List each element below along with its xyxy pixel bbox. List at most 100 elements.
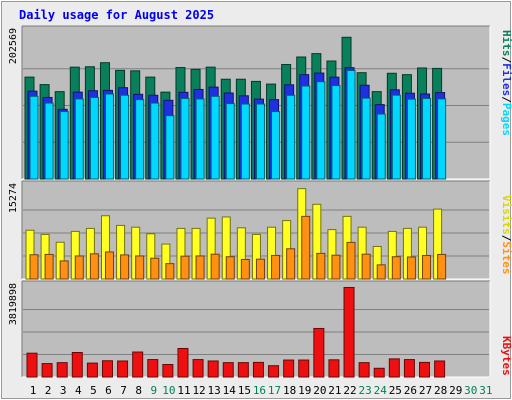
kbytes-bar-22 [343, 286, 355, 378]
sites-bar-2 [44, 253, 54, 280]
kbytes-bar-24 [373, 367, 385, 378]
pages-bar-24 [376, 113, 386, 180]
x-tick-label-11: 11 [177, 384, 190, 397]
legend-hits-files-pages-part-4: Pages [500, 103, 512, 136]
x-tick-label-26: 26 [404, 384, 417, 397]
kbytes-bar-20 [313, 327, 325, 378]
kbytes-bar-11 [177, 347, 189, 378]
x-tick-label-25: 25 [389, 384, 402, 397]
kbytes-bar-21 [328, 359, 340, 378]
kbytes-bar-3 [56, 362, 68, 378]
legend-hits-files-pages: Hits/Files/Pages [500, 30, 512, 136]
kbytes-bar-5 [86, 362, 98, 378]
pages-bar-27 [422, 97, 432, 180]
sites-bar-5 [89, 253, 99, 280]
pages-bar-9 [150, 102, 160, 180]
pages-bar-17 [271, 111, 281, 180]
sites-bar-8 [135, 255, 145, 280]
kbytes-bar-23 [358, 362, 370, 378]
pages-bar-3 [59, 111, 69, 180]
x-tick-label-29: 29 [449, 384, 462, 397]
sites-bar-6 [104, 251, 114, 280]
kbytes-bar-15 [237, 362, 249, 378]
sites-bar-1 [29, 254, 39, 280]
pages-bar-1 [29, 95, 39, 180]
legend-visits-sites-part-0: Visits [500, 195, 512, 235]
kbytes-bar-8 [132, 351, 144, 378]
x-tick-label-13: 13 [208, 384, 221, 397]
ymax-label-kbytes: 3819898 [8, 283, 19, 325]
x-tick-label-15: 15 [238, 384, 251, 397]
sites-bar-16 [255, 258, 265, 280]
x-tick-label-9: 9 [150, 384, 157, 397]
x-tick-label-27: 27 [419, 384, 432, 397]
x-tick-label-8: 8 [135, 384, 142, 397]
sites-bar-28 [437, 253, 447, 280]
pages-bar-4 [74, 98, 84, 180]
x-tick-label-22: 22 [343, 384, 356, 397]
pages-bar-8 [135, 99, 145, 180]
pages-bar-23 [361, 97, 371, 180]
kbytes-bar-1 [26, 352, 38, 378]
sites-bar-27 [422, 254, 432, 280]
x-tick-label-18: 18 [283, 384, 296, 397]
kbytes-bar-19 [298, 359, 310, 378]
x-tick-label-12: 12 [192, 384, 205, 397]
pages-bar-25 [391, 94, 401, 180]
kbytes-bar-27 [419, 361, 431, 378]
pages-bar-10 [165, 115, 175, 180]
x-tick-label-24: 24 [374, 384, 388, 397]
sites-bar-9 [150, 257, 160, 280]
kbytes-bar-14 [222, 362, 234, 378]
x-tick-label-23: 23 [359, 384, 372, 397]
sites-bar-25 [391, 256, 401, 280]
sites-bar-11 [180, 255, 190, 280]
pages-bar-28 [437, 98, 447, 180]
pages-bar-15 [240, 103, 250, 180]
x-tick-label-30: 30 [464, 384, 477, 397]
pages-bar-20 [316, 81, 326, 180]
sites-bar-10 [165, 263, 175, 280]
pages-bar-16 [255, 103, 265, 180]
legend-kbytes: KBytes [500, 336, 512, 376]
sites-bar-7 [120, 254, 130, 280]
kbytes-bar-2 [41, 363, 53, 378]
legend-hits-files-pages-part-1: / [500, 57, 512, 64]
x-tick-label-4: 4 [75, 384, 82, 397]
pages-bar-6 [104, 93, 114, 180]
legend-hits-files-pages-part-3: / [500, 96, 512, 103]
x-tick-label-2: 2 [45, 384, 52, 397]
kbytes-bar-9 [147, 359, 159, 378]
kbytes-bar-4 [71, 351, 83, 378]
x-tick-label-28: 28 [434, 384, 447, 397]
x-tick-label-21: 21 [328, 384, 341, 397]
x-tick-label-10: 10 [162, 384, 175, 397]
sites-bar-24 [376, 264, 386, 280]
x-tick-label-19: 19 [298, 384, 311, 397]
x-tick-label-7: 7 [120, 384, 127, 397]
x-tick-label-14: 14 [223, 384, 237, 397]
sites-bar-3 [59, 260, 69, 280]
x-tick-label-16: 16 [253, 384, 266, 397]
pages-bar-5 [89, 96, 99, 180]
sites-bar-17 [271, 254, 281, 280]
pages-bar-18 [286, 94, 296, 180]
sites-bar-4 [74, 255, 84, 280]
pages-bar-22 [346, 70, 356, 180]
kbytes-bar-13 [207, 360, 219, 378]
sites-bar-23 [361, 253, 371, 280]
kbytes-bar-18 [283, 359, 295, 378]
pages-bar-14 [225, 103, 235, 180]
pages-bar-13 [210, 95, 220, 180]
ymax-label-visits-sites: 15274 [8, 183, 19, 213]
kbytes-bar-16 [252, 361, 264, 378]
legend-visits-sites-part-2: Sites [500, 241, 512, 274]
pages-bar-7 [120, 94, 130, 180]
sites-bar-22 [346, 241, 356, 280]
sites-bar-20 [316, 252, 326, 280]
kbytes-bar-26 [403, 359, 415, 378]
x-tick-label-3: 3 [60, 384, 67, 397]
